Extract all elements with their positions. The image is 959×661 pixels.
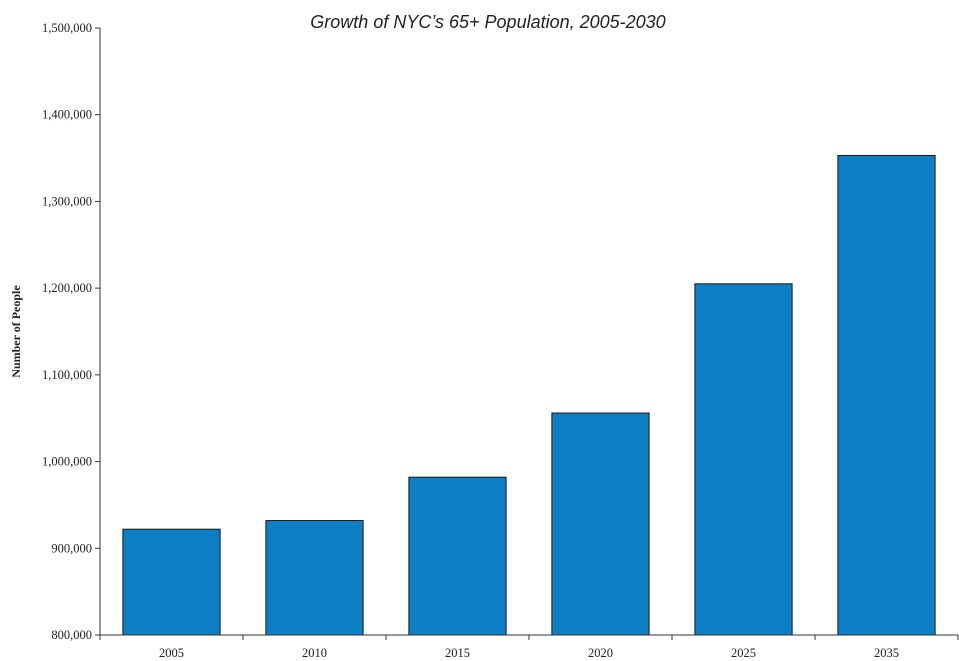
y-axis-ticks: 800,000 900,000 1,000,000 1,100,000 1,200,00… [42, 21, 100, 642]
y-tick-label: 1,000,000 [42, 455, 92, 469]
bar-2020 [551, 412, 650, 636]
y-tick-label: 1,200,000 [42, 281, 92, 295]
bar-2005 [122, 528, 221, 636]
bar-2025 [694, 283, 793, 636]
chart-title: Growth of NYC’s 65+ Population, 2005-203… [310, 12, 665, 32]
x-tick-label: 2015 [445, 646, 470, 660]
bar-2035 [837, 154, 936, 636]
y-tick-label: 900,000 [51, 541, 92, 555]
x-tick-label: 2025 [731, 646, 756, 660]
x-tick-label: 2005 [159, 646, 184, 660]
bar-2015 [408, 476, 507, 636]
y-tick-label: 1,300,000 [42, 194, 92, 208]
x-tick-label: 2020 [588, 646, 613, 660]
y-tick-label: 1,400,000 [42, 108, 92, 122]
x-axis-ticks: 2005 2010 2015 2020 2025 2035 [99, 635, 959, 660]
y-axis-label: Number of People [9, 285, 23, 378]
x-tick-label: 2010 [302, 646, 327, 660]
y-tick-label: 1,500,000 [42, 21, 92, 35]
bars-group [122, 154, 936, 636]
bar-2010 [265, 520, 364, 636]
y-tick-label: 1,100,000 [42, 368, 92, 382]
y-tick-label: 800,000 [51, 628, 92, 642]
x-tick-label: 2035 [874, 646, 899, 660]
